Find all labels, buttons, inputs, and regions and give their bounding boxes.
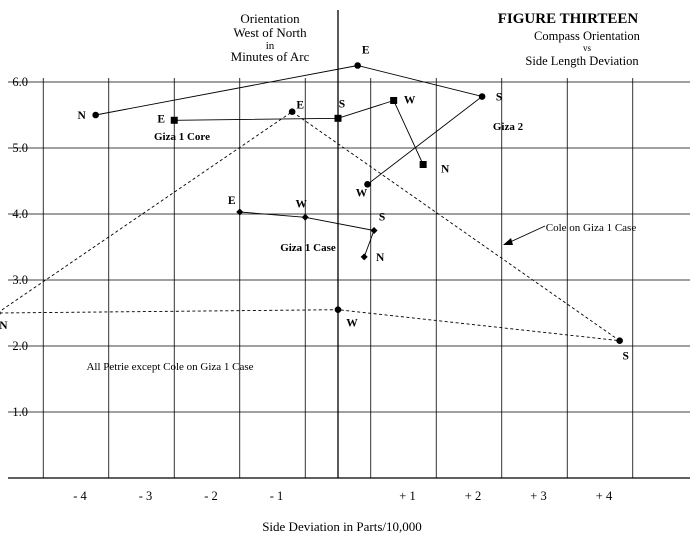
annotation-petrie-note: All Petrie except Cole on Giza 1 Case	[86, 361, 253, 373]
chart-title: FIGURE THIRTEEN	[498, 11, 639, 27]
y-axis-title-line-2: West of North	[233, 25, 307, 40]
x-tick-label: + 2	[465, 489, 481, 503]
data-point-label: S	[339, 98, 345, 110]
series-line-giza-1-core	[174, 99, 424, 165]
y-tick-label: 3.0	[12, 273, 28, 287]
series-line-giza-2	[95, 65, 484, 185]
annotation-giza-2: Giza 2	[493, 121, 524, 133]
x-tick-label: - 3	[139, 489, 153, 503]
x-tick-label: + 1	[399, 489, 415, 503]
data-point-circle	[364, 181, 371, 188]
y-tick-label: 6.0	[12, 75, 28, 89]
x-tick-label: + 4	[596, 489, 613, 503]
x-tick-label: - 2	[204, 489, 218, 503]
data-series: N E S W E S W N E W S N N E S W	[0, 45, 629, 363]
data-point-label: S	[379, 212, 385, 224]
y-tick-label: 4.0	[12, 207, 28, 221]
data-point-circle	[478, 93, 486, 100]
data-point-label: N	[0, 320, 8, 332]
x-tick-label: - 4	[73, 489, 87, 503]
data-point-label: S	[622, 351, 628, 363]
data-point-label: E	[362, 45, 370, 57]
axis-tick-labels: 1.0 2.0 3.0 4.0 5.0 6.0 - 4 - 3 - 2 - 1 + 1 + 2 + 3 +…	[12, 75, 613, 503]
series-line-giza-1-case	[239, 211, 375, 258]
series-cole-on-giza-1-case: N E S W	[0, 100, 629, 363]
y-tick-label: 5.0	[12, 141, 28, 155]
data-point-label: S	[496, 92, 502, 104]
series-line-cole-on-giza-1-case	[0, 111, 620, 342]
series-giza-1-case: E W S N	[228, 195, 385, 264]
data-point-circle	[616, 337, 623, 345]
data-point-square	[170, 116, 178, 124]
series-giza-2: N E S W	[77, 45, 502, 200]
data-point-diamond	[370, 227, 378, 234]
data-point-diamond	[236, 208, 244, 216]
chart-subtitle-line-2: vs	[583, 43, 592, 53]
data-point-circle	[0, 310, 1, 316]
chart-subtitle-line-1: Compass Orientation	[534, 29, 641, 43]
data-point-circle	[334, 306, 342, 314]
data-point-label: E	[157, 113, 165, 125]
grid	[8, 10, 690, 479]
data-point-label: W	[356, 187, 368, 199]
data-point-label: E	[228, 195, 236, 207]
y-axis-title-line-1: Orientation	[240, 11, 300, 26]
data-point-label: N	[376, 252, 385, 264]
data-point-diamond	[301, 213, 309, 221]
data-point-square	[334, 114, 342, 122]
annotation-cole-on-giza-1-case: Cole on Giza 1 Case	[546, 222, 637, 234]
annotation-giza-1-case: Giza 1 Case	[280, 242, 336, 254]
data-point-circle	[92, 111, 99, 119]
y-axis-title-line-4: Minutes of Arc	[231, 49, 310, 64]
data-point-square	[390, 96, 398, 104]
x-tick-label: + 3	[530, 489, 546, 503]
data-point-label: N	[77, 110, 86, 122]
data-point-label: N	[441, 164, 450, 176]
data-point-circle	[288, 108, 296, 115]
series-giza-1-core: E S W N	[157, 94, 450, 175]
data-point-diamond	[360, 253, 368, 261]
annotation-giza-1-core: Giza 1 Core	[154, 131, 210, 143]
data-point-circle	[354, 62, 361, 69]
x-axis-title: Side Deviation in Parts/10,000	[262, 519, 422, 534]
y-axis-title-line-3: in	[266, 40, 275, 52]
data-point-label: W	[296, 198, 308, 210]
cole-annotation-arrow-shaft	[507, 225, 546, 244]
data-point-label: E	[296, 100, 304, 112]
x-tick-label: - 1	[270, 489, 284, 503]
data-point-label: W	[404, 94, 416, 106]
y-tick-label: 2.0	[12, 339, 28, 353]
chart-subtitle-line-3: Side Length Deviation	[525, 54, 639, 68]
y-tick-label: 1.0	[12, 405, 28, 419]
data-point-label: W	[346, 318, 358, 330]
data-point-square	[419, 161, 427, 168]
cole-annotation-arrow-head	[503, 238, 513, 245]
